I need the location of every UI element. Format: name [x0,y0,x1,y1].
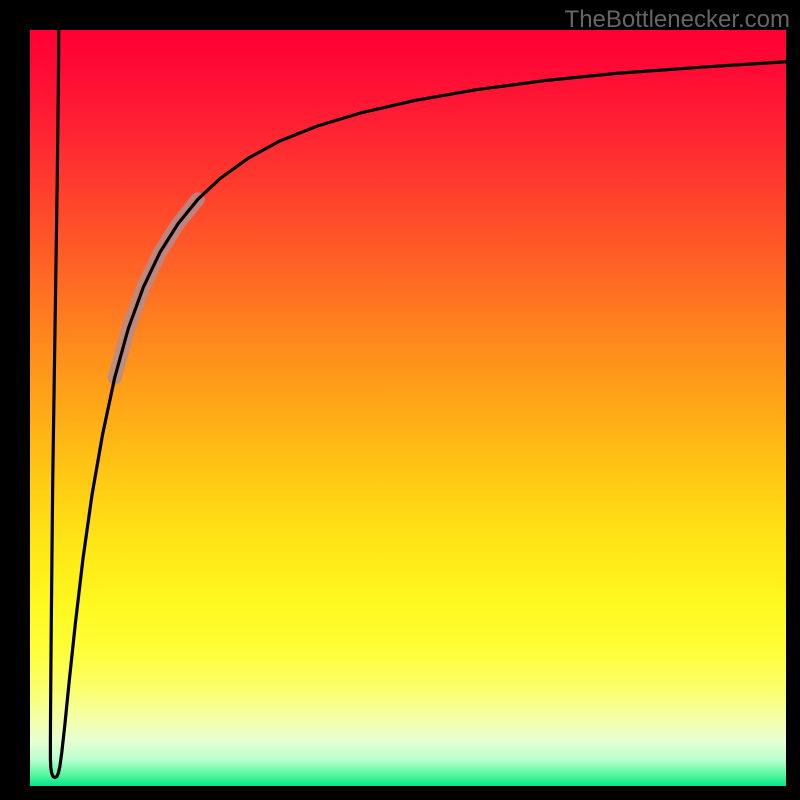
gradient-background [30,30,786,786]
chart-container: TheBottlenecker.com [0,0,800,800]
watermark-text: TheBottlenecker.com [565,6,790,34]
plot-area [30,30,786,786]
